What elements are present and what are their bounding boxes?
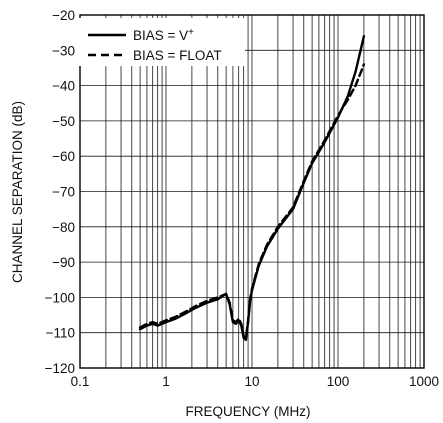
y-tick-label: −20 — [52, 8, 75, 23]
x-axis-ticks: 0.1 1 10 100 1000 — [71, 374, 439, 389]
y-tick-label: −50 — [52, 114, 75, 129]
x-tick-label: 1 — [162, 374, 170, 389]
x-tick-label: 0.1 — [71, 374, 90, 389]
legend-label-bias-float: BIAS = FLOAT — [133, 48, 222, 63]
x-tick-label: 10 — [244, 374, 259, 389]
y-tick-label: −120 — [45, 361, 75, 376]
plot-series — [138, 35, 366, 341]
x-axis-title: FREQUENCY (MHz) — [185, 404, 310, 419]
y-tick-label: −30 — [52, 43, 75, 58]
plot-grid — [79, 14, 425, 369]
y-tick-label: −110 — [46, 326, 75, 341]
y-tick-label: −60 — [52, 149, 75, 164]
x-tick-label: 1000 — [409, 374, 439, 389]
y-tick-label: −40 — [52, 79, 75, 94]
legend-label-bias-v-plus: BIAS = V+ — [133, 27, 194, 44]
y-tick-label: −80 — [52, 220, 75, 235]
y-tick-label: −100 — [45, 290, 75, 305]
legend-background — [79, 18, 245, 66]
y-tick-label: −70 — [52, 185, 75, 200]
x-tick-label: 100 — [327, 374, 350, 389]
legend: BIAS = V+ BIAS = FLOAT — [79, 18, 245, 66]
y-axis-ticks: −20 −30 −40 −50 −60 −70 −80 −90 −100 −110 −120 — [45, 8, 75, 376]
y-axis-title: CHANNEL SEPARATION (dB) — [10, 101, 25, 283]
plot-frame — [79, 14, 425, 369]
y-tick-label: −90 — [52, 255, 75, 270]
series-line-bias-float — [138, 63, 366, 340]
